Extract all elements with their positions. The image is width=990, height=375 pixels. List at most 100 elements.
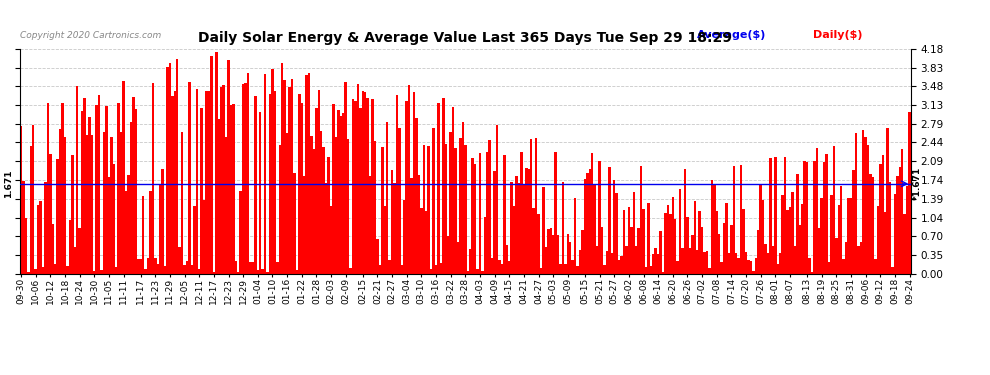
Bar xyxy=(747,260,749,274)
Bar xyxy=(716,211,718,274)
Bar xyxy=(726,203,728,274)
Bar xyxy=(303,176,305,274)
Bar xyxy=(273,91,276,274)
Bar xyxy=(22,181,25,274)
Bar xyxy=(813,160,816,274)
Bar xyxy=(518,183,520,274)
Bar xyxy=(140,260,142,274)
Bar xyxy=(147,258,149,274)
Bar xyxy=(259,112,261,274)
Bar xyxy=(876,206,879,274)
Bar xyxy=(98,96,100,274)
Bar xyxy=(696,250,698,274)
Bar xyxy=(25,218,27,274)
Bar xyxy=(296,270,298,274)
Bar xyxy=(93,271,95,274)
Bar xyxy=(854,134,857,274)
Bar xyxy=(445,144,447,274)
Bar xyxy=(723,223,726,274)
Bar xyxy=(369,176,371,274)
Bar xyxy=(291,79,293,274)
Bar xyxy=(528,169,530,274)
Bar xyxy=(449,132,451,274)
Bar xyxy=(386,122,388,274)
Bar xyxy=(127,175,130,274)
Bar xyxy=(804,160,806,274)
Bar xyxy=(151,83,154,274)
Bar xyxy=(213,272,215,274)
Bar xyxy=(269,94,271,274)
Bar xyxy=(776,264,779,274)
Bar xyxy=(818,228,821,274)
Bar xyxy=(391,170,393,274)
Bar xyxy=(831,195,833,274)
Bar xyxy=(613,180,616,274)
Bar xyxy=(215,52,218,274)
Bar xyxy=(198,269,200,274)
Bar xyxy=(771,246,774,274)
Bar xyxy=(749,261,752,274)
Bar xyxy=(584,179,586,274)
Bar xyxy=(66,266,68,274)
Bar xyxy=(603,266,606,274)
Bar xyxy=(456,242,459,274)
Bar xyxy=(549,228,552,274)
Bar xyxy=(847,198,849,274)
Bar xyxy=(37,205,40,274)
Bar xyxy=(561,182,564,274)
Bar xyxy=(42,267,45,274)
Bar xyxy=(310,136,313,274)
Bar xyxy=(891,267,894,274)
Bar xyxy=(320,131,323,274)
Bar xyxy=(447,236,449,274)
Bar xyxy=(718,234,721,274)
Bar xyxy=(398,128,401,274)
Bar xyxy=(540,268,543,274)
Bar xyxy=(83,98,86,274)
Bar xyxy=(735,253,738,274)
Bar xyxy=(110,137,113,274)
Bar xyxy=(513,206,516,274)
Bar xyxy=(859,242,862,274)
Bar xyxy=(828,262,831,274)
Bar xyxy=(881,155,884,274)
Bar xyxy=(205,91,208,274)
Bar xyxy=(123,81,125,274)
Bar xyxy=(240,191,242,274)
Bar xyxy=(786,210,789,274)
Bar xyxy=(76,86,78,274)
Bar xyxy=(538,214,540,274)
Bar xyxy=(626,246,628,274)
Bar xyxy=(371,99,374,274)
Bar xyxy=(237,272,240,274)
Bar xyxy=(721,262,723,274)
Bar xyxy=(230,105,233,274)
Bar xyxy=(503,155,506,274)
Bar xyxy=(378,265,381,274)
Bar xyxy=(281,63,283,274)
Bar xyxy=(20,126,22,274)
Bar xyxy=(744,252,747,274)
Bar xyxy=(396,95,398,274)
Bar xyxy=(493,171,496,274)
Bar xyxy=(346,140,349,274)
Bar xyxy=(351,99,354,274)
Bar xyxy=(769,158,771,274)
Bar xyxy=(443,98,445,274)
Bar xyxy=(366,98,369,274)
Bar xyxy=(220,87,223,274)
Bar xyxy=(713,184,716,274)
Bar xyxy=(681,248,684,274)
Bar xyxy=(425,211,428,274)
Bar xyxy=(120,132,123,274)
Bar xyxy=(659,231,661,274)
Bar xyxy=(415,118,418,274)
Bar xyxy=(906,186,909,274)
Bar xyxy=(628,207,630,274)
Bar xyxy=(461,122,464,274)
Bar xyxy=(886,128,889,274)
Bar xyxy=(579,250,581,274)
Bar xyxy=(254,96,256,274)
Bar xyxy=(789,207,791,274)
Bar xyxy=(833,146,836,274)
